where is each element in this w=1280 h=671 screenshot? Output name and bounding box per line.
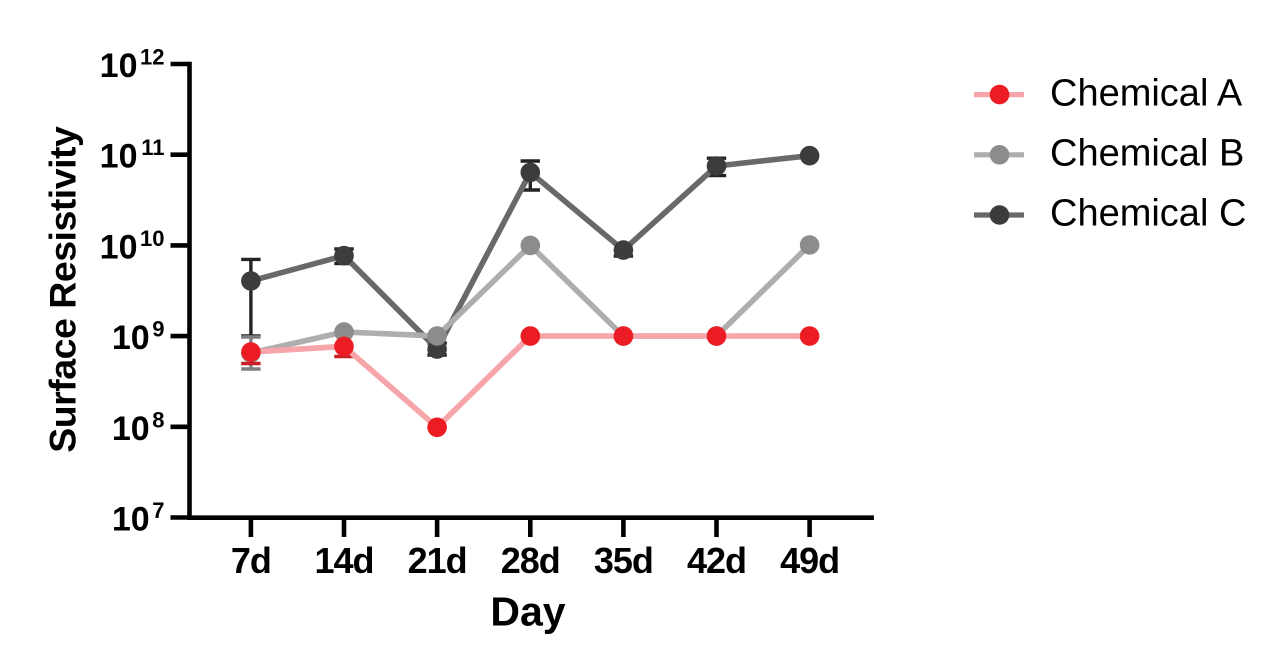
svg-text:10: 10: [140, 226, 164, 251]
svg-text:42d: 42d: [687, 540, 746, 581]
svg-text:10: 10: [112, 501, 150, 539]
svg-text:7d: 7d: [231, 540, 271, 581]
svg-text:Chemical C: Chemical C: [1050, 193, 1246, 235]
svg-text:Chemical B: Chemical B: [1050, 133, 1244, 175]
svg-text:21d: 21d: [408, 540, 467, 581]
svg-text:7: 7: [152, 498, 164, 523]
svg-text:10: 10: [100, 228, 138, 266]
svg-text:49d: 49d: [780, 540, 839, 581]
svg-text:35d: 35d: [594, 540, 653, 581]
svg-text:10: 10: [100, 138, 138, 176]
svg-text:10: 10: [112, 410, 150, 448]
svg-text:11: 11: [141, 135, 164, 160]
svg-text:9: 9: [152, 317, 164, 342]
svg-text:Surface Resistivity: Surface Resistivity: [42, 126, 84, 453]
svg-text:28d: 28d: [501, 540, 560, 581]
svg-text:Chemical A: Chemical A: [1050, 72, 1243, 114]
svg-text:Day: Day: [490, 589, 565, 635]
svg-text:8: 8: [152, 407, 164, 432]
svg-text:10: 10: [100, 47, 138, 85]
svg-text:14d: 14d: [314, 540, 373, 581]
svg-text:12: 12: [140, 45, 164, 70]
svg-text:10: 10: [112, 319, 150, 357]
